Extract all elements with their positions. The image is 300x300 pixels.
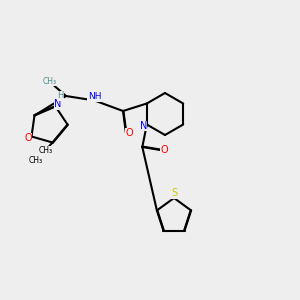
Text: NH: NH bbox=[88, 92, 101, 101]
Text: CH₃: CH₃ bbox=[42, 77, 57, 86]
Text: S: S bbox=[171, 188, 177, 199]
Text: H: H bbox=[57, 92, 64, 100]
Text: N: N bbox=[140, 121, 147, 131]
Text: N: N bbox=[54, 99, 61, 109]
Text: O: O bbox=[161, 145, 168, 155]
Text: O: O bbox=[126, 128, 134, 139]
Text: CH₃: CH₃ bbox=[39, 146, 53, 155]
Text: CH₃: CH₃ bbox=[29, 156, 43, 165]
Text: O: O bbox=[24, 133, 32, 143]
